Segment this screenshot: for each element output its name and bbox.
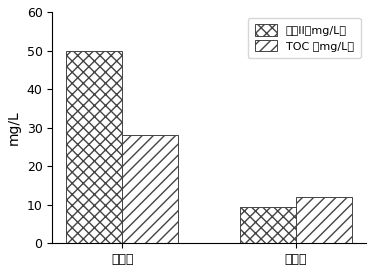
Bar xyxy=(66,51,122,243)
Legend: 橙黄II（mg/L）, TOC （mg/L）: 橙黄II（mg/L）, TOC （mg/L） xyxy=(248,17,360,58)
Bar xyxy=(241,207,296,243)
Y-axis label: mg/L: mg/L xyxy=(7,110,21,145)
Bar xyxy=(296,197,352,243)
Bar xyxy=(122,135,178,243)
